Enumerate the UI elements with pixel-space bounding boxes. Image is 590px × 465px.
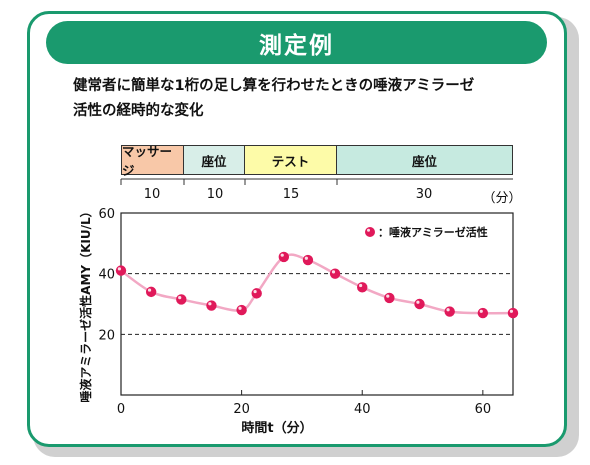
data-point-2 [176,294,187,305]
x-tick-label-1: 20 [233,402,250,417]
legend-marker [365,227,375,237]
data-point-highlight-7 [304,256,308,260]
data-point-highlight-9 [359,283,363,288]
data-point-highlight-14 [509,309,513,313]
data-point-highlight-0 [117,267,121,271]
series-line [120,253,514,315]
description-line-1: 健常者に簡単な1桁の足し算を行わせたときの唾液アミラーゼ [73,78,475,94]
data-point-8 [329,268,341,279]
duration-unit: （分） [482,191,522,206]
data-point-highlight-4 [238,306,242,310]
data-point-11 [414,298,425,310]
phase-bar-2: テスト [245,145,337,175]
data-point-1 [145,286,157,298]
y-tick-label-2: 40 [98,268,115,283]
data-point-highlight-2 [178,296,182,300]
data-point-highlight-10 [386,294,390,298]
data-point-14 [507,307,519,319]
data-point-13 [477,307,489,319]
plot-frame [120,212,514,396]
x-tick-label-2: 40 [354,402,371,417]
data-point-highlight-1 [147,288,152,292]
data-point-highlight-3 [208,302,212,306]
data-point-9 [357,282,368,293]
content-card [27,11,567,447]
data-point-4 [236,304,247,316]
data-point-highlight-8 [331,270,336,274]
phase-duration-1: 10 [206,187,224,202]
phase-bar-3: 座位 [337,145,513,175]
data-point-3 [206,300,217,311]
phase-duration-2: 15 [282,187,300,202]
data-point-highlight-11 [416,300,420,304]
x-axis-label: 時間t（分） [241,420,312,436]
data-point-0 [115,265,127,276]
data-point-highlight-12 [446,308,450,312]
phase-bar-1: 座位 [184,145,245,175]
data-point-12 [444,306,455,317]
data-point-5 [251,288,262,299]
data-point-highlight-5 [253,289,257,294]
x-tick-label-0: 0 [117,402,125,417]
data-point-7 [302,254,314,266]
phase-duration-0: 10 [143,187,161,202]
data-point-6 [278,251,290,263]
title-banner: 測定例 [46,21,547,64]
y-axis-label: 唾液アミラーゼ活性AMY（KIU/L） [78,205,93,402]
y-tick-label-3: 60 [98,207,115,222]
page-title: 測定例 [259,32,334,59]
description-line-2: 活性の経時的な変化 [73,103,204,119]
phase-bar-0: マッサージ [121,144,184,178]
phase-duration-3: 30 [415,187,433,202]
legend-marker-highlight [367,228,370,232]
data-point-highlight-13 [479,309,483,313]
data-point-10 [384,292,395,304]
data-point-highlight-6 [280,253,284,257]
x-tick-label-3: 60 [475,402,492,417]
y-tick-label-1: 20 [98,328,115,343]
legend-label: ：唾液アミラーゼ活性 [378,225,488,239]
